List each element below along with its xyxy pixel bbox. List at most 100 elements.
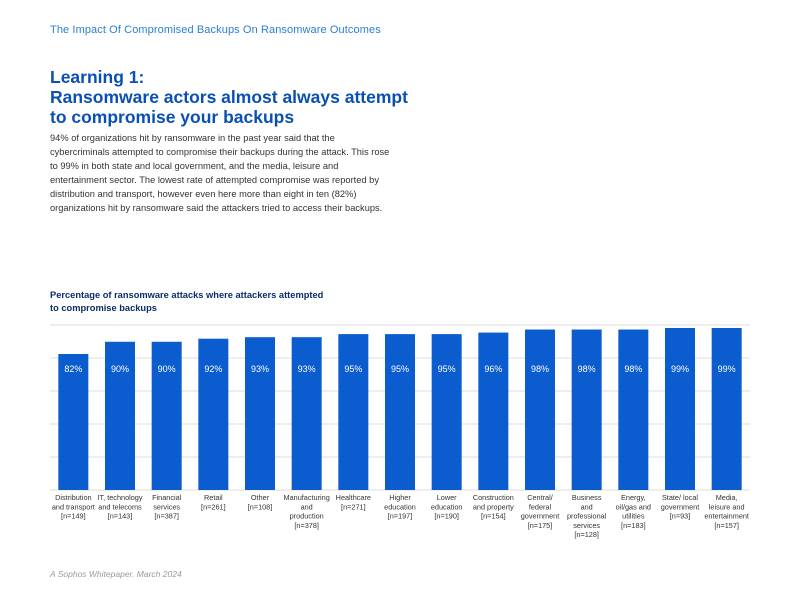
category-label-line: Higher [389, 493, 411, 502]
category-label-line: Media, [716, 493, 738, 502]
category-label-line: education [384, 502, 416, 511]
category-label-line: and property [473, 502, 514, 511]
bar-value-label: 95% [438, 364, 456, 374]
category-label-line: Distribution [55, 493, 92, 502]
category-label-line: Business [572, 493, 602, 502]
category-label-line: IT, technology [97, 493, 142, 502]
chart-title: Percentage of ransomware attacks where a… [50, 289, 350, 315]
bar [618, 329, 649, 490]
category-label-line: [n=271] [341, 502, 366, 511]
category-label-line: [n=143] [108, 512, 133, 521]
category-label-line: [n=149] [61, 512, 86, 521]
category-label-line: [n=108] [248, 502, 273, 511]
category-label-line: entertainment [704, 512, 749, 521]
category-label-line: federal [529, 502, 552, 511]
category-label-line: [n=157] [714, 521, 739, 530]
category-label-line: professional [567, 512, 607, 521]
bar-value-label: 98% [531, 364, 549, 374]
bar-value-label: 98% [578, 364, 596, 374]
bar-value-label: 90% [158, 364, 176, 374]
category-label-line: and telecoms [98, 502, 142, 511]
category-label-line: [n=128] [574, 530, 599, 539]
category-label: Media, leisure and entertainment [n=157] [704, 493, 749, 530]
page-header-title: The Impact Of Compromised Backups On Ran… [50, 24, 381, 36]
bar [291, 337, 322, 490]
bar [151, 341, 182, 490]
bar-value-label: 99% [671, 364, 689, 374]
bar-value-label: 99% [718, 364, 736, 374]
bar [105, 341, 135, 490]
heading-line-1: Learning 1: [50, 67, 145, 87]
chart-title-line-1: Percentage of ransomware attacks where a… [50, 290, 324, 300]
bar-value-label: 95% [391, 364, 409, 374]
category-label-line: [n=387] [154, 512, 179, 521]
category-label-line: and transport [52, 502, 95, 511]
bar [525, 329, 555, 490]
category-label-line: [n=93] [670, 512, 691, 521]
bar [665, 328, 695, 490]
category-label: State/ local government [n=93] [661, 493, 700, 521]
category-label: Manufacturing and production [n=378] [284, 493, 330, 530]
category-label-line: State/ local [662, 493, 698, 502]
category-label-line: Central/ [527, 493, 554, 502]
bar [431, 334, 462, 490]
bar-value-label: 98% [624, 364, 642, 374]
category-label-line: [n=183] [621, 521, 646, 530]
category-label-line: services [573, 521, 600, 530]
category-label: Central/federal government [n=175] [521, 493, 560, 530]
heading-line-2: Ransomware actors almost always attempt [50, 87, 408, 107]
category-label-line: government [661, 502, 700, 511]
section-body-text: 94% of organizations hit by ransomware i… [50, 133, 390, 213]
bar-value-label: 92% [204, 364, 222, 374]
bar-value-label: 93% [251, 364, 269, 374]
category-label-line: Retail [204, 493, 223, 502]
bar [571, 329, 602, 490]
category-label-line: Financial [152, 493, 182, 502]
bar-value-label: 96% [484, 364, 502, 374]
bar [245, 337, 275, 490]
chart-title-line-2: to compromise backups [50, 303, 157, 313]
category-label-line: Energy, [621, 493, 646, 502]
category-label: Business and professional services [n=128] [567, 493, 607, 539]
category-label: Higher education [n=197] [384, 493, 416, 521]
bar [711, 328, 742, 490]
bar-value-label: 90% [111, 364, 129, 374]
category-label-line: utilities [622, 512, 645, 521]
category-label-line: [n=261] [201, 502, 226, 511]
category-label-line: [n=175] [528, 521, 553, 530]
category-label-line: education [431, 502, 463, 511]
category-label-line: and [581, 502, 593, 511]
category-label-line: and [301, 502, 313, 511]
section-heading: Learning 1: Ransomware actors almost alw… [50, 67, 410, 127]
bar [338, 334, 369, 490]
category-label: Other [n=108] [248, 493, 273, 511]
category-label: Lower education [n=190] [431, 493, 463, 521]
bar [58, 354, 89, 490]
bar [198, 338, 229, 490]
category-label-line: [n=154] [481, 512, 506, 521]
category-label-line: [n=190] [434, 512, 459, 521]
category-label-line: Manufacturing [284, 493, 330, 502]
category-label: Retail [n=261] [201, 493, 226, 511]
category-label-line: Other [251, 493, 270, 502]
category-label-line: government [521, 512, 560, 521]
bar [478, 332, 509, 490]
category-label: Construction and property [n=154] [473, 493, 514, 521]
bar-value-label: 95% [344, 364, 362, 374]
category-label: Distribution and transport [n=149] [52, 493, 95, 521]
category-label-line: Healthcare [336, 493, 371, 502]
category-label-line: Lower [437, 493, 457, 502]
heading-line-3: to compromise your backups [50, 107, 295, 127]
category-label-line: services [153, 502, 180, 511]
bar-value-label: 93% [298, 364, 316, 374]
bar-value-label: 82% [64, 364, 82, 374]
category-label: Healthcare [n=271] [336, 493, 371, 511]
category-label-line: Construction [473, 493, 514, 502]
category-label-line: [n=197] [388, 512, 413, 521]
category-label: Financial services [n=387] [152, 493, 182, 521]
bar [385, 334, 415, 490]
category-label: IT, technology and telecoms [n=143] [97, 493, 142, 521]
category-label-line: oil/gas and [616, 502, 651, 511]
category-label-line: production [290, 512, 324, 521]
